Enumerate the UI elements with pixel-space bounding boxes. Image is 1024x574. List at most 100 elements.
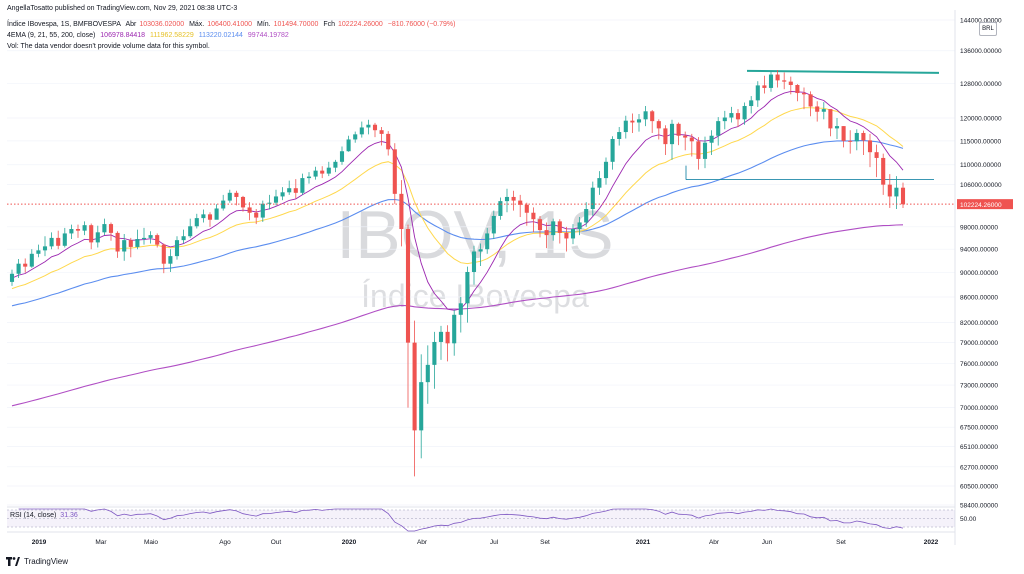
candle-body [867, 140, 873, 153]
candle-body [504, 196, 510, 202]
tradingview-footer[interactable]: TradingView [6, 557, 68, 566]
candle-body [603, 161, 609, 179]
price-tick-label: 67500.00000 [960, 425, 998, 432]
rsi-legend: RSI (14, close) 31.36 [10, 512, 82, 519]
time-tick-label: 2022 [924, 539, 939, 546]
candle-body [636, 119, 642, 123]
symbol-name[interactable]: Índice IBovespa, 1S, BMFBOVESPA [7, 21, 121, 28]
candle-body [610, 138, 615, 162]
time-tick-label: 2021 [636, 539, 651, 546]
candle-body [247, 207, 252, 213]
time-tick-label: 2019 [32, 539, 47, 546]
candle-body [339, 151, 345, 162]
candle-body [716, 121, 721, 136]
close-label: Fch [323, 21, 336, 28]
open-value: 103036.02000 [139, 21, 185, 28]
candle-body [372, 124, 378, 131]
candle-body [366, 124, 371, 128]
ema21-value: 111962.58229 [150, 32, 194, 39]
candle-body [287, 188, 292, 193]
candle-body [861, 132, 866, 141]
candle-body [399, 193, 404, 230]
candle-body [392, 149, 397, 194]
candle-body [511, 196, 516, 201]
candle-body [221, 200, 226, 209]
candle-body [122, 240, 127, 252]
candle-body [491, 215, 496, 234]
candle-body [663, 128, 668, 145]
candle-body [887, 184, 892, 197]
candle-body [359, 127, 364, 135]
candle-body [181, 236, 186, 241]
time-tick-label: Out [271, 539, 282, 546]
candle-body [82, 225, 87, 231]
time-tick-label: Maio [144, 539, 158, 546]
time-tick-label: Jul [490, 539, 499, 546]
candle-body [320, 170, 325, 174]
candle-body [900, 187, 906, 205]
candle-body [689, 137, 694, 142]
candle-body [353, 134, 358, 140]
time-axis[interactable]: 2019 Mar Maio Ago Out 2020 Abr Jul Set 2021 Abr Jun… [7, 531, 955, 546]
candle-body [656, 121, 661, 129]
candle-body [749, 100, 754, 107]
candle-body [214, 208, 219, 220]
ema200-value: 99744.19782 [247, 32, 289, 39]
time-tick-label: Ago [219, 539, 231, 546]
price-tick-label: 106000.00000 [960, 182, 1002, 189]
ema55-line [11, 140, 904, 307]
gridlines [7, 19, 955, 506]
rsi-label[interactable]: RSI (14, close) [10, 512, 57, 519]
candle-body [293, 188, 298, 193]
candle-body [36, 250, 41, 254]
candle-body [280, 192, 285, 197]
candle-body [412, 342, 417, 431]
candle-body [326, 167, 331, 174]
candle-body [69, 229, 74, 234]
last-price-tag [957, 199, 1013, 210]
candle-body [115, 232, 120, 252]
candle-body [623, 120, 628, 133]
candle-body [168, 256, 173, 264]
rsi-line [18, 508, 904, 532]
ema-label[interactable]: 4EMA (9, 21, 55, 200, close) [7, 32, 96, 39]
candle-body [683, 135, 688, 138]
candle-body [722, 117, 727, 122]
candle-body [23, 263, 28, 267]
low-value: 101494.70000 [273, 21, 319, 28]
high-value: 106400.41000 [207, 21, 253, 28]
candle-body [537, 219, 543, 231]
candle-body [881, 157, 886, 185]
price-tick-label: 110000.00000 [960, 162, 1001, 169]
candle-body [452, 314, 457, 344]
ema21-line [11, 107, 904, 290]
candle-body [445, 331, 450, 344]
price-tick-label: 62700.00000 [960, 464, 998, 471]
high-label: Máx. [189, 21, 205, 28]
candle-body [590, 187, 595, 210]
price-tick-label: 79000.00000 [960, 340, 998, 347]
time-tick-label: Set [836, 539, 846, 546]
candle-body [762, 85, 767, 88]
candle-body [735, 113, 741, 120]
candle-body [273, 196, 279, 203]
price-axis[interactable]: 144000.00000 136000.00000 128000.00000 1200… [954, 10, 1013, 545]
candle-body [597, 178, 602, 188]
last-price-label: 102224.26000 [960, 202, 1002, 209]
candle-body [405, 229, 411, 343]
candle-body [29, 253, 34, 267]
currency-badge[interactable]: BRL [979, 22, 997, 36]
candle-body [669, 123, 675, 145]
price-tick-label: 73000.00000 [960, 383, 998, 390]
candle-body [89, 225, 94, 243]
candle-body [768, 74, 774, 88]
candle-body [201, 214, 206, 219]
candle-body [56, 237, 61, 246]
candle-body [42, 246, 48, 251]
candle-body [300, 178, 305, 193]
candle-body [894, 187, 899, 197]
candle-body [141, 237, 147, 240]
candle-body [518, 200, 523, 205]
candle-body [577, 222, 582, 230]
